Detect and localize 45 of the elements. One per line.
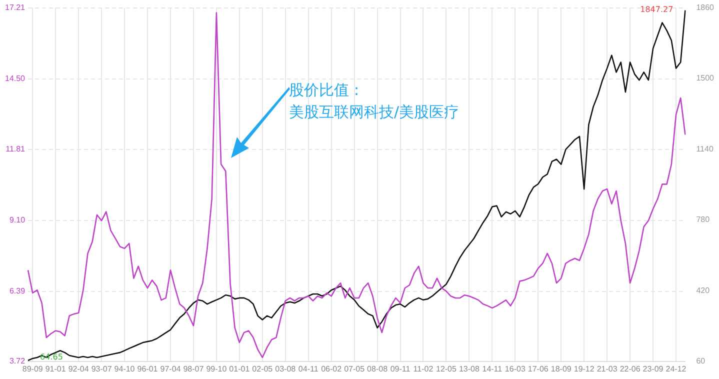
x-tick-label: 22-06 xyxy=(620,364,641,374)
x-tick-label: 07-05 xyxy=(344,364,366,374)
x-tick-label: 06-02 xyxy=(321,364,342,374)
x-tick-label: 16-03 xyxy=(504,364,526,374)
x-tick-label: 09-11 xyxy=(390,364,411,374)
x-tick-label: 89-09 xyxy=(22,364,44,374)
y2-tick-label: 1860 xyxy=(696,3,715,12)
x-tick-label: 93-07 xyxy=(91,364,112,374)
x-tick-label: 96-01 xyxy=(137,364,158,374)
x-tick-label: 12-05 xyxy=(436,364,458,374)
y2-tick-label: 420 xyxy=(696,286,710,295)
x-tick-label: 18-09 xyxy=(550,364,572,374)
annotation: 1847.27 xyxy=(640,4,674,14)
annotation: 美股互联网科技/美股医疗 xyxy=(289,102,460,123)
x-tick-label: 01-01 xyxy=(229,364,250,374)
x-tick-label: 21-03 xyxy=(596,364,618,374)
x-tick-label: 19-12 xyxy=(574,364,595,374)
x-tick-label: 99-10 xyxy=(206,364,228,374)
x-tick-label: 13-08 xyxy=(458,364,480,374)
x-tick-label: 17-06 xyxy=(528,364,549,374)
y-tick-label: 11.81 xyxy=(6,144,26,154)
x-tick-label: 24-12 xyxy=(666,364,687,374)
x-tick-label: 92-04 xyxy=(68,364,90,374)
y2-tick-label: 780 xyxy=(696,215,710,224)
annotation: 股价比值： xyxy=(289,80,365,101)
y2-tick-label: 1140 xyxy=(696,144,714,154)
x-tick-label: 91-01 xyxy=(45,364,66,374)
x-tick-label: 02-05 xyxy=(252,364,274,374)
y-tick-label: 17.21 xyxy=(4,3,26,12)
x-tick-label: 11-02 xyxy=(413,364,434,374)
x-tick-label: 14-11 xyxy=(482,364,503,374)
x-tick-label: 98-07 xyxy=(183,364,204,374)
x-tick-label: 23-09 xyxy=(642,364,664,374)
annotation: 64.65 xyxy=(40,352,63,362)
y-tick-label: 14.50 xyxy=(4,74,26,84)
x-tick-label: 97-04 xyxy=(160,364,182,374)
y-tick-label: 9.10 xyxy=(9,216,26,225)
x-tick-label: 08-08 xyxy=(367,364,388,374)
x-tick-label: 04-11 xyxy=(298,364,319,374)
y-tick-label: 6.39 xyxy=(9,286,26,296)
x-tick-label: 03-08 xyxy=(275,364,296,374)
y-tick-label: 3.72 xyxy=(9,356,26,366)
y2-tick-label: 60 xyxy=(696,356,706,366)
y2-tick-label: 1500 xyxy=(696,74,715,83)
x-tick-label: 94-10 xyxy=(114,364,136,374)
